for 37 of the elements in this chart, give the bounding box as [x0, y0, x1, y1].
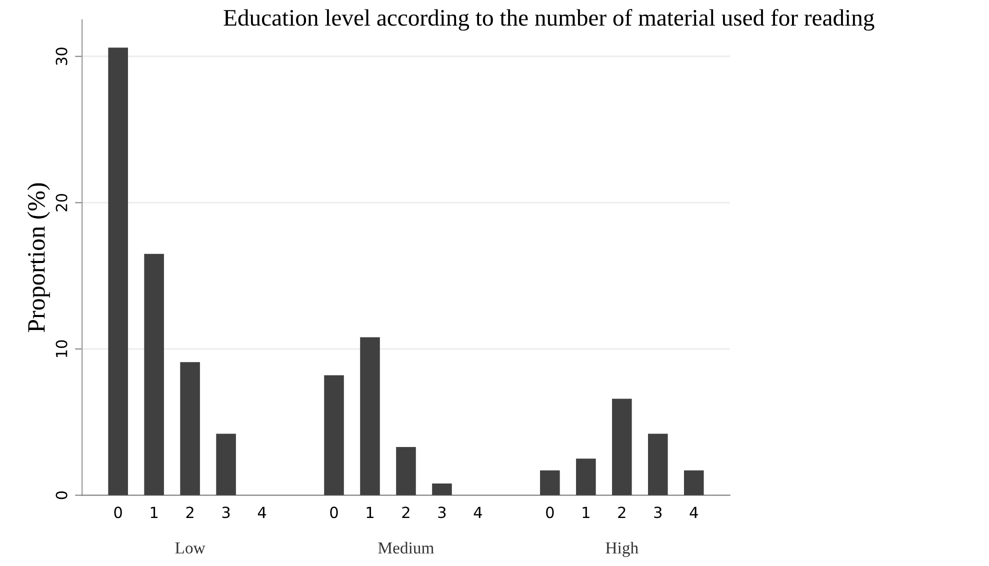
- x-tick-label: 0: [114, 506, 122, 518]
- x-tick-label: 0: [546, 506, 554, 518]
- y-axis-title: Proportion (%): [27, 183, 50, 332]
- chart-title: Education level according to the number of material used for reading: [224, 8, 874, 31]
- x-tick-label: 1: [582, 506, 590, 518]
- bar: [324, 375, 344, 496]
- y-tick-label: 10: [56, 340, 68, 358]
- x-tick-label: 2: [186, 506, 194, 518]
- bar: [540, 470, 560, 496]
- text: High: [606, 542, 638, 557]
- bar: [576, 458, 596, 496]
- bar: [684, 470, 704, 496]
- x-tick-label: 1: [366, 506, 374, 518]
- x-tick-label: 4: [474, 506, 482, 518]
- bar: [360, 337, 380, 496]
- bar: [648, 434, 668, 496]
- x-tick-label: 2: [618, 506, 626, 518]
- x-tick-label: 3: [438, 506, 446, 518]
- x-tick-label: 1: [150, 506, 158, 518]
- x-tick-label: 3: [222, 506, 230, 518]
- x-tick-label: 3: [654, 506, 662, 518]
- x-tick-label: 2: [402, 506, 410, 518]
- bar: [108, 48, 128, 496]
- bar: [144, 254, 164, 496]
- y-tick-label: 30: [56, 48, 68, 65]
- bar: [396, 446, 416, 496]
- x-tick-label: 0: [330, 506, 338, 518]
- text: Medium: [378, 542, 434, 554]
- y-tick-label: 0: [56, 491, 68, 500]
- bar: [180, 362, 200, 496]
- x-tick-label: 4: [690, 506, 698, 518]
- bar: [216, 434, 236, 496]
- text: Low: [175, 542, 206, 554]
- bar: [612, 398, 632, 496]
- bar: [432, 484, 452, 496]
- x-tick-label: 4: [258, 506, 266, 518]
- y-tick-label: 20: [56, 194, 68, 212]
